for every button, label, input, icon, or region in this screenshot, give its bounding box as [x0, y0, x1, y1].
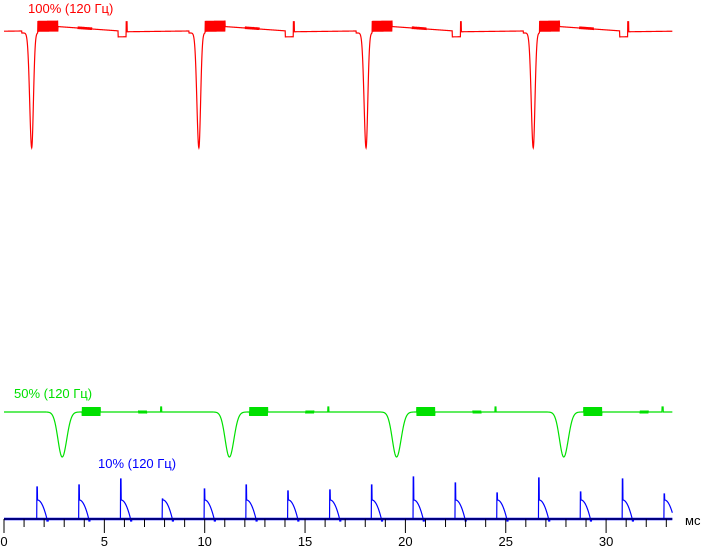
x-tick-label: 20 [398, 534, 412, 547]
trace-10-percent [4, 476, 673, 522]
series-label-100: 100% (120 Гц) [28, 1, 113, 16]
x-tick-label: 0 [0, 534, 7, 547]
series-label-50: 50% (120 Гц) [14, 386, 92, 401]
x-tick-label: 10 [197, 534, 211, 547]
trace-100-percent [4, 20, 673, 150]
x-tick-label: 30 [599, 534, 613, 547]
x-axis: 0 5 10 15 20 25 30 [0, 518, 673, 547]
x-axis-unit-label: мс [685, 513, 701, 528]
x-tick-label: 25 [499, 534, 513, 547]
traces [4, 20, 673, 522]
x-tick-label: 5 [101, 534, 108, 547]
trace-50-percent [4, 406, 673, 458]
series-label-10: 10% (120 Гц) [98, 456, 176, 471]
x-tick-label: 15 [298, 534, 312, 547]
